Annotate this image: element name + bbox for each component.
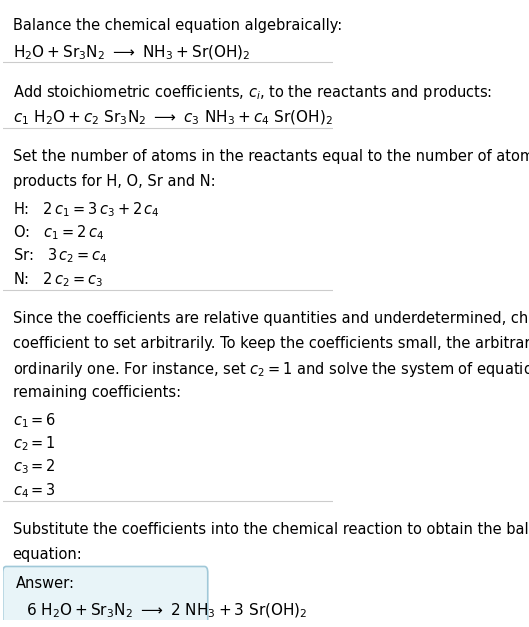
Text: remaining coefficients:: remaining coefficients:	[13, 385, 181, 400]
FancyBboxPatch shape	[3, 566, 208, 627]
Text: $\mathrm{H_2O + Sr_3N_2 \ \longrightarrow \ NH_3 + Sr(OH)_2}$: $\mathrm{H_2O + Sr_3N_2 \ \longrightarro…	[13, 44, 250, 63]
Text: $c_1\ \mathrm{H_2O} + c_2\ \mathrm{Sr_3N_2} \ \longrightarrow \ c_3\ \mathrm{NH_: $c_1\ \mathrm{H_2O} + c_2\ \mathrm{Sr_3N…	[13, 108, 333, 127]
Text: $c_1 = 6$: $c_1 = 6$	[13, 411, 56, 429]
Text: Add stoichiometric coefficients, $c_i$, to the reactants and products:: Add stoichiometric coefficients, $c_i$, …	[13, 83, 492, 102]
Text: N:   $2\,c_2 = c_3$: N: $2\,c_2 = c_3$	[13, 270, 103, 289]
Text: coefficient to set arbitrarily. To keep the coefficients small, the arbitrary va: coefficient to set arbitrarily. To keep …	[13, 336, 529, 351]
Text: Answer:: Answer:	[16, 576, 75, 591]
Text: Substitute the coefficients into the chemical reaction to obtain the balanced: Substitute the coefficients into the che…	[13, 522, 529, 537]
Text: equation:: equation:	[13, 547, 83, 562]
Text: H:   $2\,c_1 = 3\,c_3 + 2\,c_4$: H: $2\,c_1 = 3\,c_3 + 2\,c_4$	[13, 200, 159, 219]
Text: $6\ \mathrm{H_2O + Sr_3N_2 \ \longrightarrow \ 2\ NH_3 + 3\ Sr(OH)_2}$: $6\ \mathrm{H_2O + Sr_3N_2 \ \longrighta…	[26, 602, 307, 620]
Text: Set the number of atoms in the reactants equal to the number of atoms in the: Set the number of atoms in the reactants…	[13, 149, 529, 164]
Text: $c_3 = 2$: $c_3 = 2$	[13, 458, 56, 477]
Text: Since the coefficients are relative quantities and underdetermined, choose a: Since the coefficients are relative quan…	[13, 311, 529, 326]
Text: Balance the chemical equation algebraically:: Balance the chemical equation algebraica…	[13, 18, 342, 33]
Text: O:   $c_1 = 2\,c_4$: O: $c_1 = 2\,c_4$	[13, 223, 104, 242]
Text: products for H, O, Sr and N:: products for H, O, Sr and N:	[13, 174, 215, 189]
Text: Sr:   $3\,c_2 = c_4$: Sr: $3\,c_2 = c_4$	[13, 247, 107, 265]
Text: ordinarily one. For instance, set $c_2 = 1$ and solve the system of equations fo: ordinarily one. For instance, set $c_2 =…	[13, 361, 529, 379]
Text: $c_2 = 1$: $c_2 = 1$	[13, 435, 56, 453]
Text: $c_4 = 3$: $c_4 = 3$	[13, 481, 56, 500]
